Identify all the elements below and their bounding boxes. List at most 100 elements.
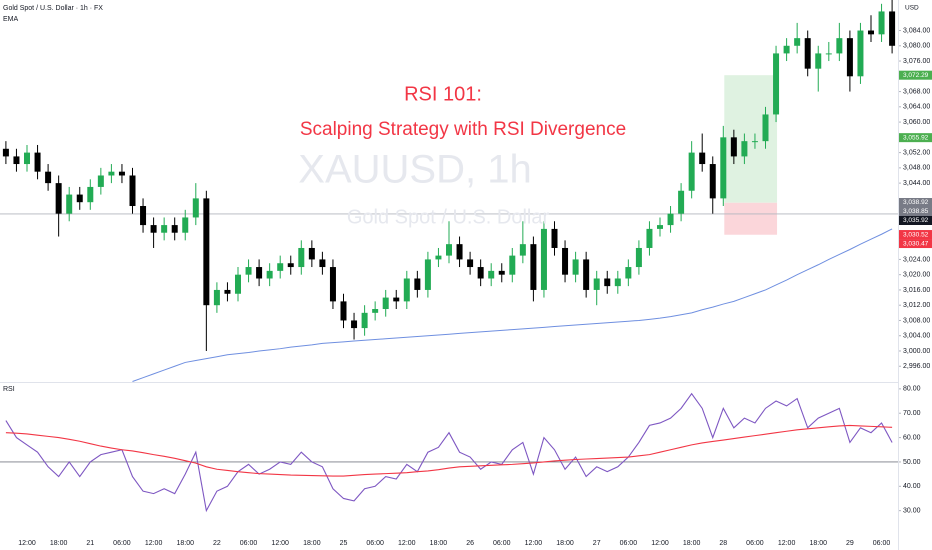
candle-body xyxy=(308,247,315,260)
x-tick-label: 12:00 xyxy=(525,540,543,547)
x-tick-label: 06:00 xyxy=(240,540,258,547)
y-tick-label: 3,080.00 xyxy=(903,43,930,50)
y-tick-label: 2,996.00 xyxy=(903,363,930,370)
candle-body xyxy=(519,244,526,256)
candle-body xyxy=(614,278,621,287)
candle-body xyxy=(804,38,811,69)
watermark-ticker: XAUUSD, 1h xyxy=(298,148,531,192)
price-badge-label: 3,030.52 xyxy=(903,231,929,238)
x-tick-label: 18:00 xyxy=(176,540,194,547)
candle-body xyxy=(150,225,157,233)
candle-body xyxy=(97,175,104,187)
price-badge-label: 3,055.92 xyxy=(903,134,929,141)
candle-body xyxy=(192,198,199,218)
symbol-header: Gold Spot / U.S. Dollar · 1h · FX xyxy=(3,5,103,12)
candle-body xyxy=(604,278,611,287)
loss-zone xyxy=(724,202,778,235)
candle-body xyxy=(13,156,20,165)
candle-body xyxy=(361,312,368,329)
candle-body xyxy=(140,206,147,226)
price-badge xyxy=(899,133,932,143)
candle-body xyxy=(730,137,737,157)
candle-body xyxy=(773,53,780,115)
x-tick-label: 18:00 xyxy=(809,540,827,547)
rsi-line xyxy=(5,424,893,477)
candle-body xyxy=(477,267,484,279)
candle-body xyxy=(414,278,421,290)
candle-body xyxy=(287,263,294,268)
watermark-name: Gold Spot / U.S. Dollar xyxy=(347,206,550,228)
candle-body xyxy=(2,148,9,157)
price-badge xyxy=(899,70,932,80)
y-tick-label: 3,048.00 xyxy=(903,165,930,172)
candle-body xyxy=(66,194,73,214)
candle-body xyxy=(203,198,210,306)
indicator-name: EMA xyxy=(3,16,19,23)
x-tick-label: 12:00 xyxy=(145,540,163,547)
candle-body xyxy=(593,278,600,290)
candle-body xyxy=(24,152,30,165)
price-badge xyxy=(899,207,932,217)
x-tick-label: 12:00 xyxy=(271,540,289,547)
title: RSI 101: xyxy=(404,83,482,105)
x-tick-label: 06:00 xyxy=(746,540,764,547)
y-tick-label: 3,016.00 xyxy=(903,287,930,294)
candle-body xyxy=(235,274,241,294)
candle-body xyxy=(161,225,168,233)
candle-body xyxy=(351,320,358,329)
candle-body xyxy=(868,30,874,35)
y-tick-label: 80.00 xyxy=(903,386,921,393)
candle-body xyxy=(857,30,864,77)
x-tick-label: 12:00 xyxy=(398,540,416,547)
candle-body xyxy=(45,171,52,184)
candle-body xyxy=(699,152,706,165)
candle-body xyxy=(540,228,547,290)
candle-body xyxy=(488,270,495,279)
candle-body xyxy=(87,186,94,203)
price-badge xyxy=(899,198,932,208)
y-tick-label: 60.00 xyxy=(903,434,921,441)
candle-body xyxy=(319,259,326,268)
candle-body xyxy=(678,190,685,214)
x-tick-label: 18:00 xyxy=(303,540,321,547)
x-tick-label: 22 xyxy=(213,540,221,547)
rsi-pane-title: RSI xyxy=(3,386,15,393)
candle-body xyxy=(657,225,663,229)
candle-body xyxy=(34,152,41,172)
candle-body xyxy=(551,228,558,248)
y-tick-label: 3,076.00 xyxy=(903,58,930,65)
y-tick-label: 3,044.00 xyxy=(903,180,930,187)
x-tick-label: 06:00 xyxy=(620,540,638,547)
x-tick-label: 29 xyxy=(846,540,854,547)
subtitle: Scalping Strategy with RSI Divergence xyxy=(300,119,626,140)
candle-body xyxy=(646,228,653,248)
candle-body xyxy=(266,270,273,279)
x-tick-label: 06:00 xyxy=(366,540,384,547)
price-badge-label: 3,030.47 xyxy=(903,240,929,247)
price-badge xyxy=(899,216,932,226)
rsi-line xyxy=(5,392,893,513)
candle-body xyxy=(498,270,505,275)
x-tick-label: 12:00 xyxy=(778,540,796,547)
y-tick-label: 3,024.00 xyxy=(903,256,930,263)
y-tick-label: 3,068.00 xyxy=(903,88,930,95)
candle-body xyxy=(129,175,136,207)
candle-body xyxy=(720,137,727,199)
x-tick-label: 27 xyxy=(593,540,601,547)
candle-body xyxy=(382,297,389,310)
candle-body xyxy=(836,38,843,54)
candle-body xyxy=(530,244,537,290)
y-tick-label: 3,060.00 xyxy=(903,119,930,126)
x-tick-label: 06:00 xyxy=(113,540,131,547)
x-tick-label: 12:00 xyxy=(651,540,669,547)
candle-body xyxy=(213,289,220,306)
candle-body xyxy=(108,171,115,176)
y-tick-label: 3,004.00 xyxy=(903,333,930,340)
y-tick-label: 3,012.00 xyxy=(903,302,930,309)
candle-body xyxy=(393,297,400,302)
y-tick-label: 3,020.00 xyxy=(903,272,930,279)
candle-body xyxy=(741,141,748,157)
y-tick-label: 3,064.00 xyxy=(903,104,930,111)
x-tick-label: 21 xyxy=(86,540,94,547)
